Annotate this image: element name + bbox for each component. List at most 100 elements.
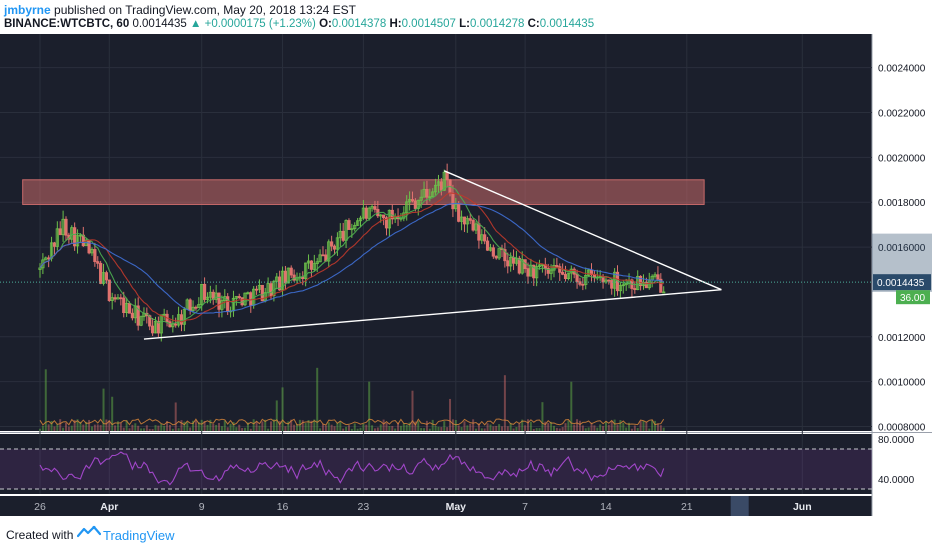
- volume-bar: [90, 426, 93, 431]
- volume-bar: [625, 427, 628, 431]
- volume-bar: [142, 428, 145, 431]
- volume-bar: [443, 421, 446, 431]
- volume-bar: [174, 402, 177, 431]
- candle-body: [477, 223, 481, 241]
- candle-body: [405, 201, 409, 214]
- candle-body: [341, 230, 345, 241]
- price-chart[interactable]: 0.0024000 0.0022000 0.0020000 0.0018000 0.00…: [0, 34, 932, 516]
- candle-body: [494, 255, 498, 259]
- created-with-label: Created with: [6, 528, 74, 542]
- volume-bar: [122, 427, 125, 431]
- volume-bar: [336, 422, 339, 431]
- volume-bar: [359, 427, 362, 431]
- candle-body: [214, 292, 218, 300]
- volume-bar: [394, 428, 397, 431]
- candle-body: [387, 209, 391, 229]
- x-tick-label: May: [446, 501, 467, 513]
- x-tick-label: 23: [358, 501, 370, 513]
- candle-body: [174, 323, 178, 326]
- candle-body: [639, 275, 643, 287]
- volume-bar: [82, 424, 85, 431]
- candle-body: [511, 256, 516, 264]
- volume-bar: [475, 428, 478, 431]
- volume-bar: [238, 424, 241, 431]
- candle-body: [182, 308, 186, 325]
- volume-bar: [584, 428, 587, 431]
- volume-bar: [321, 423, 324, 431]
- candle-body: [566, 272, 571, 280]
- volume-bar: [552, 425, 555, 431]
- candle-body: [471, 219, 475, 231]
- candle-body: [197, 304, 201, 309]
- volume-bar: [342, 428, 345, 431]
- publish-line: jmbyrne published on TradingView.com, Ma…: [4, 3, 356, 17]
- volume-bar: [168, 424, 171, 431]
- volume-bar: [102, 388, 105, 431]
- volume-bar: [486, 423, 489, 431]
- candle-body: [353, 224, 357, 230]
- volume-bar: [581, 425, 584, 431]
- volume-bar: [379, 424, 382, 431]
- volume-bar: [41, 425, 44, 431]
- candle-body: [370, 206, 374, 209]
- volume-bar: [319, 428, 322, 431]
- candle-body: [49, 242, 54, 259]
- volume-bar: [128, 428, 131, 431]
- volume-bar: [622, 422, 625, 431]
- candle-body: [416, 199, 420, 209]
- candle-body: [38, 267, 42, 270]
- volume-bar: [610, 421, 613, 431]
- price-change: +0.0000175 (+1.23%): [204, 18, 316, 30]
- volume-bar: [529, 421, 532, 431]
- candle-body: [350, 228, 354, 231]
- volume-bar: [313, 419, 316, 431]
- candle-body: [101, 272, 106, 284]
- volume-bar: [526, 419, 529, 431]
- chart-area[interactable]: 0.0024000 0.0022000 0.0020000 0.0018000 0.00…: [0, 34, 932, 516]
- volume-bar: [599, 424, 602, 431]
- candle-body: [87, 239, 91, 254]
- volume-bar: [509, 423, 512, 431]
- volume-bar: [356, 428, 359, 431]
- candle-body: [558, 266, 562, 273]
- volume-bar: [451, 419, 454, 431]
- tradingview-logo-icon[interactable]: [77, 525, 101, 539]
- candle-body: [610, 280, 614, 289]
- author-link[interactable]: jmbyrne: [4, 3, 51, 17]
- countdown-label: 36.00: [900, 293, 925, 304]
- candle-body: [656, 274, 660, 280]
- candle-body: [125, 303, 129, 313]
- candle-body: [200, 283, 204, 305]
- volume-bar: [160, 423, 163, 431]
- volume-bar: [630, 428, 633, 431]
- candle-body: [73, 227, 77, 247]
- candle-body: [356, 220, 360, 226]
- tradingview-brand[interactable]: TradingView: [103, 528, 175, 543]
- volume-bar: [353, 423, 356, 431]
- volume-bar: [88, 419, 91, 431]
- volume-bar: [662, 427, 665, 431]
- volume-bar: [477, 423, 480, 431]
- low-label: L:: [459, 18, 471, 30]
- candle-body: [93, 249, 97, 262]
- volume-bar: [457, 425, 460, 431]
- volume-bar: [524, 425, 527, 431]
- candle-body: [41, 259, 45, 269]
- volume-bar: [93, 424, 96, 431]
- candle-body: [575, 273, 579, 283]
- volume-bar: [382, 419, 385, 431]
- volume-bar: [483, 428, 486, 431]
- candle-body: [289, 267, 293, 276]
- volume-bar: [506, 426, 509, 431]
- volume-bar: [232, 421, 235, 431]
- symbol-label[interactable]: BINANCE:WTCBTC, 60: [4, 18, 130, 30]
- volume-bar: [659, 425, 662, 431]
- candle-body: [332, 245, 337, 250]
- volume-bar: [550, 421, 553, 431]
- y-tick-label: 0.0012000: [878, 333, 926, 344]
- candle-body: [283, 270, 288, 284]
- price-pane: [0, 34, 872, 431]
- candle-body: [459, 216, 464, 222]
- candle-body: [457, 203, 461, 222]
- volume-bar: [272, 419, 275, 431]
